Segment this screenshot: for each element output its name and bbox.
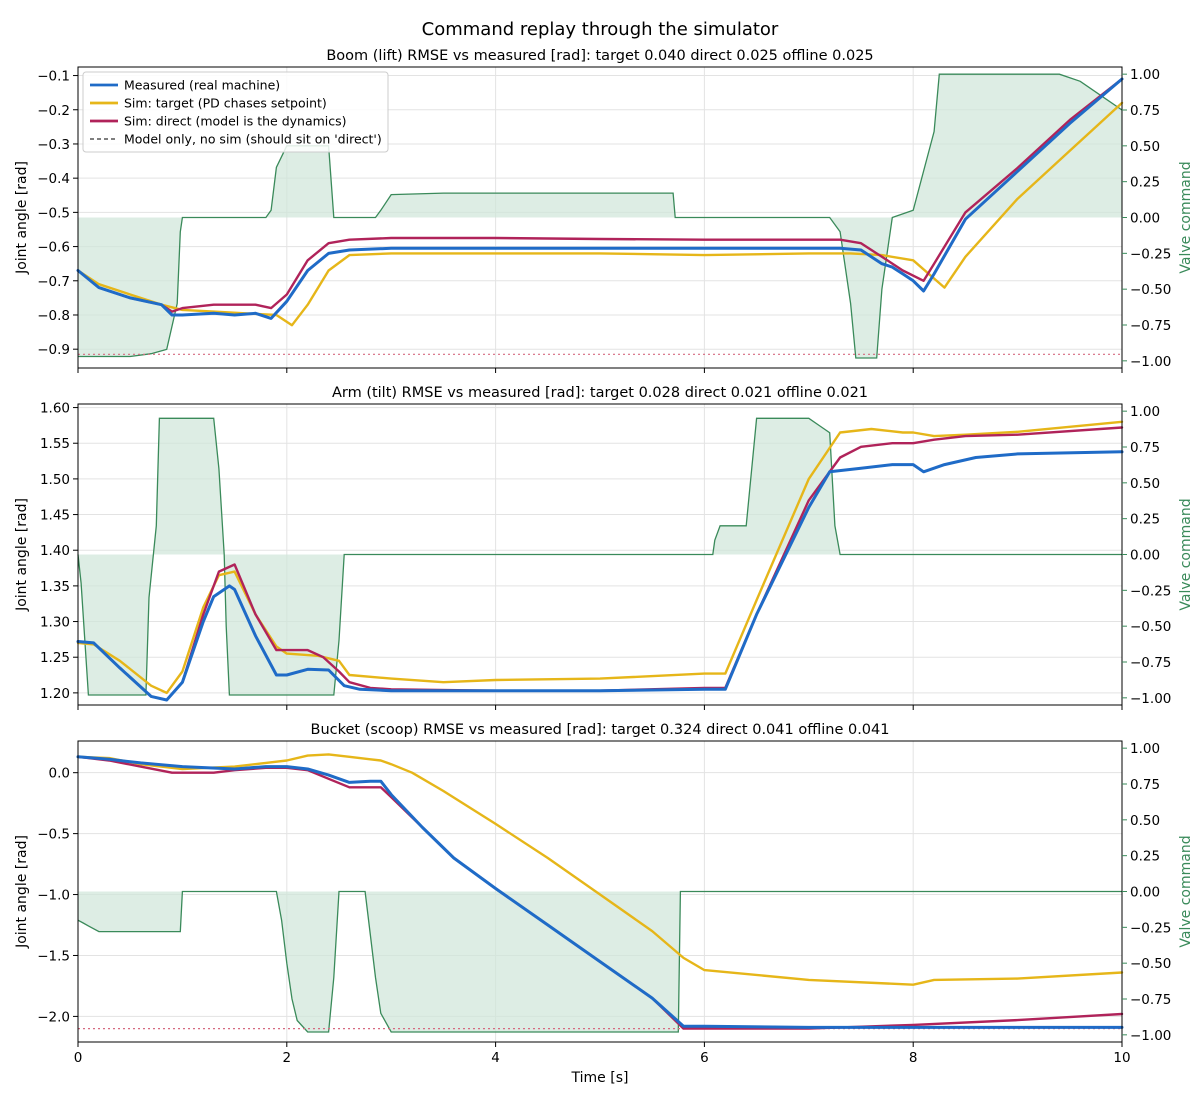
p2-valve-line [77, 417, 1122, 696]
p3-ytick-label-1: −1.5 [37, 948, 70, 964]
p1-series-target [76, 101, 1124, 327]
p1-ytick-right-label-1: −0.75 [1130, 318, 1171, 334]
p3-xtick-label-2: 4 [491, 1050, 500, 1066]
p1-series-direct [76, 77, 1124, 313]
p1-ylabel-right: Valve command [1178, 161, 1194, 273]
p3-xtick-label-1: 2 [283, 1050, 292, 1066]
legend-label-0: Measured (real machine) [124, 78, 280, 93]
p3-ylabel: Joint angle [rad] [14, 835, 30, 949]
p3-ytick-right-label-7: 0.75 [1130, 777, 1160, 793]
p2-series-measured [76, 450, 1124, 702]
p2-ytick-right-label-5: 0.25 [1130, 512, 1160, 528]
p1-ytick-right-label-8: 1.00 [1130, 67, 1160, 83]
p2-ytick-right-label-6: 0.50 [1130, 476, 1160, 492]
p2-series-target [76, 420, 1124, 695]
p3-valve-line [77, 890, 1122, 1033]
p3-ytick-right-label-6: 0.50 [1130, 813, 1160, 829]
p2-ytick-label-8: 1.60 [40, 401, 70, 417]
p2-ytick-label-2: 1.30 [40, 615, 70, 631]
p3-ytick-right-label-3: −0.25 [1130, 920, 1171, 936]
p3-ytick-right-label-5: 0.25 [1130, 849, 1160, 865]
p2-ytick-right-label-2: −0.50 [1130, 619, 1171, 635]
p3-ytick-right-label-0: −1.00 [1130, 1028, 1171, 1044]
p3-ytick-label-3: −0.5 [37, 827, 70, 843]
p1-ytick-label-2: −0.7 [37, 274, 70, 290]
p1-valve-line [78, 73, 1123, 359]
p1-title: Boom (lift) RMSE vs measured [rad]: targ… [326, 48, 873, 64]
legend-label-3: Model only, no sim (should sit on 'direc… [124, 132, 382, 147]
p2-ytick-right-label-7: 0.75 [1130, 440, 1160, 456]
p2-ytick-label-7: 1.55 [40, 436, 70, 452]
p2-ytick-label-6: 1.50 [40, 472, 70, 488]
legend-label-2: Sim: direct (model is the dynamics) [124, 114, 347, 129]
legend-box [82, 71, 389, 153]
p1-ytick-right-label-0: −1.00 [1130, 354, 1171, 370]
p1-ytick-label-0: −0.9 [37, 342, 70, 358]
p2-ytick-label-0: 1.20 [40, 686, 70, 702]
p1-ytick-label-4: −0.5 [37, 205, 70, 221]
p3-ytick-label-0: −2.0 [37, 1009, 70, 1025]
p1-series-measured [76, 77, 1124, 320]
p2-ytick-right-label-8: 1.00 [1130, 404, 1160, 420]
p1-ylabel: Joint angle [rad] [14, 161, 30, 275]
p2-ylabel-right: Valve command [1178, 498, 1194, 610]
p3-ytick-right-label-2: −0.50 [1130, 956, 1171, 972]
p3-ylabel-right: Valve command [1178, 835, 1194, 947]
legend-label-1: Sim: target (PD chases setpoint) [124, 96, 327, 111]
p3-ytick-label-4: 0.0 [49, 766, 70, 782]
p3-xtick-label-4: 8 [909, 1050, 918, 1066]
p3-xlabel: Time [s] [571, 1070, 629, 1086]
p1-ytick-label-6: −0.3 [37, 137, 70, 153]
p2-ytick-label-3: 1.35 [40, 579, 70, 595]
p1-ytick-right-label-4: 0.00 [1130, 211, 1160, 227]
p2-valve-fill [78, 418, 1122, 695]
p1-ytick-right-label-2: −0.50 [1130, 282, 1171, 298]
p2-ytick-right-label-3: −0.25 [1130, 583, 1171, 599]
p1-ytick-label-3: −0.6 [37, 240, 70, 256]
p3-xtick-label-5: 10 [1113, 1050, 1130, 1066]
p3-series-direct [76, 755, 1124, 1030]
p1-ytick-label-8: −0.1 [37, 69, 70, 85]
p1-ytick-right-label-6: 0.50 [1130, 139, 1160, 155]
p3-xtick-label-3: 6 [700, 1050, 709, 1066]
p3-ytick-right-label-8: 1.00 [1130, 741, 1160, 757]
p1-ytick-right-label-5: 0.25 [1130, 175, 1160, 191]
p3-title: Bucket (scoop) RMSE vs measured [rad]: t… [311, 722, 890, 738]
p2-ytick-right-label-4: 0.00 [1130, 548, 1160, 564]
p2-ytick-label-1: 1.25 [40, 650, 70, 666]
p2-title: Arm (tilt) RMSE vs measured [rad]: targe… [332, 385, 868, 401]
suptitle: Command replay through the simulator [422, 19, 779, 40]
p2-ytick-right-label-0: −1.00 [1130, 691, 1171, 707]
p2-ytick-label-4: 1.40 [40, 543, 70, 559]
p3-series-target [76, 753, 1124, 986]
p1-ytick-label-5: −0.4 [37, 171, 70, 187]
p1-ytick-label-1: −0.8 [37, 308, 70, 324]
p3-ytick-right-label-4: 0.00 [1130, 885, 1160, 901]
p1-ytick-label-7: −0.2 [37, 103, 70, 119]
p2-ytick-right-label-1: −0.75 [1130, 655, 1171, 671]
p1-ytick-right-label-7: 0.75 [1130, 103, 1160, 119]
p1-ytick-right-label-3: −0.25 [1130, 246, 1171, 262]
p3-xtick-label-0: 0 [74, 1050, 83, 1066]
p3-ytick-right-label-1: −0.75 [1130, 992, 1171, 1008]
p2-ytick-label-5: 1.45 [40, 508, 70, 524]
p2-ylabel: Joint angle [rad] [14, 498, 30, 612]
p1-valve-fill [78, 74, 1122, 358]
p3-series-measured [76, 755, 1124, 1029]
p3-ytick-label-2: −1.0 [37, 888, 70, 904]
